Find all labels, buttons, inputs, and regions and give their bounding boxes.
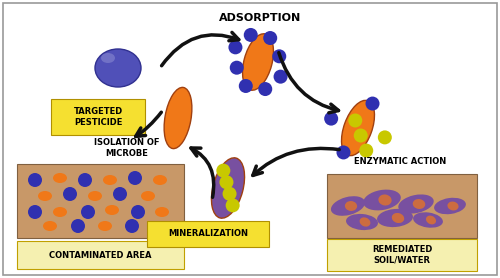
- Text: CONTAMINATED AREA: CONTAMINATED AREA: [49, 250, 151, 259]
- Ellipse shape: [272, 49, 286, 63]
- Text: ENZYMATIC ACTION: ENZYMATIC ACTION: [354, 158, 446, 167]
- Ellipse shape: [103, 175, 117, 185]
- Ellipse shape: [377, 209, 413, 227]
- Ellipse shape: [212, 158, 244, 218]
- Ellipse shape: [220, 175, 234, 189]
- Ellipse shape: [342, 100, 374, 156]
- Ellipse shape: [38, 191, 52, 201]
- Ellipse shape: [348, 113, 362, 128]
- Text: ISOLATION OF
MICROBE: ISOLATION OF MICROBE: [94, 138, 160, 158]
- Ellipse shape: [28, 173, 42, 187]
- Ellipse shape: [230, 61, 243, 75]
- Ellipse shape: [28, 205, 42, 219]
- FancyBboxPatch shape: [147, 221, 269, 247]
- Ellipse shape: [239, 79, 253, 93]
- FancyBboxPatch shape: [51, 99, 145, 135]
- Ellipse shape: [43, 221, 57, 231]
- FancyArrowPatch shape: [253, 148, 340, 175]
- Text: REMEDIATED
SOIL/WATER: REMEDIATED SOIL/WATER: [372, 245, 432, 265]
- Ellipse shape: [346, 214, 378, 230]
- Ellipse shape: [105, 205, 119, 215]
- Ellipse shape: [131, 205, 145, 219]
- Ellipse shape: [222, 187, 236, 201]
- Ellipse shape: [360, 217, 370, 227]
- Ellipse shape: [412, 199, 426, 209]
- Ellipse shape: [155, 207, 169, 217]
- Ellipse shape: [53, 207, 67, 217]
- Ellipse shape: [392, 213, 404, 223]
- Ellipse shape: [366, 96, 380, 111]
- Ellipse shape: [336, 145, 350, 160]
- Ellipse shape: [141, 191, 155, 201]
- FancyArrowPatch shape: [162, 33, 239, 66]
- Ellipse shape: [78, 173, 92, 187]
- Ellipse shape: [263, 31, 277, 45]
- Ellipse shape: [354, 128, 368, 143]
- Ellipse shape: [125, 219, 139, 233]
- FancyBboxPatch shape: [17, 164, 184, 238]
- FancyBboxPatch shape: [327, 174, 477, 238]
- FancyArrowPatch shape: [136, 112, 162, 136]
- Ellipse shape: [113, 187, 127, 201]
- Ellipse shape: [216, 164, 230, 178]
- Ellipse shape: [413, 212, 443, 228]
- Ellipse shape: [164, 87, 192, 149]
- Ellipse shape: [242, 34, 274, 90]
- Ellipse shape: [63, 187, 77, 201]
- Ellipse shape: [153, 175, 167, 185]
- Ellipse shape: [228, 40, 242, 54]
- Ellipse shape: [244, 28, 258, 42]
- Ellipse shape: [363, 190, 401, 210]
- Ellipse shape: [359, 143, 373, 158]
- Ellipse shape: [53, 173, 67, 183]
- Ellipse shape: [88, 191, 102, 201]
- Ellipse shape: [426, 216, 436, 224]
- Text: ADSORPTION: ADSORPTION: [219, 13, 301, 23]
- Text: TARGETED
PESTICIDE: TARGETED PESTICIDE: [74, 107, 122, 127]
- Ellipse shape: [226, 198, 239, 212]
- Ellipse shape: [331, 196, 365, 216]
- Ellipse shape: [81, 205, 95, 219]
- FancyArrowPatch shape: [191, 148, 214, 197]
- FancyBboxPatch shape: [327, 239, 477, 271]
- Ellipse shape: [128, 171, 142, 185]
- Ellipse shape: [95, 49, 141, 87]
- Ellipse shape: [258, 82, 272, 96]
- Ellipse shape: [378, 130, 392, 144]
- Ellipse shape: [434, 198, 466, 214]
- Text: MINERALIZATION: MINERALIZATION: [168, 230, 248, 239]
- Ellipse shape: [324, 111, 338, 126]
- Ellipse shape: [345, 201, 357, 211]
- Ellipse shape: [101, 53, 115, 63]
- Ellipse shape: [378, 195, 392, 205]
- FancyBboxPatch shape: [17, 241, 184, 269]
- FancyArrowPatch shape: [279, 53, 338, 113]
- Ellipse shape: [398, 194, 434, 214]
- Ellipse shape: [98, 221, 112, 231]
- Ellipse shape: [274, 70, 287, 84]
- Ellipse shape: [448, 202, 458, 210]
- Ellipse shape: [71, 219, 85, 233]
